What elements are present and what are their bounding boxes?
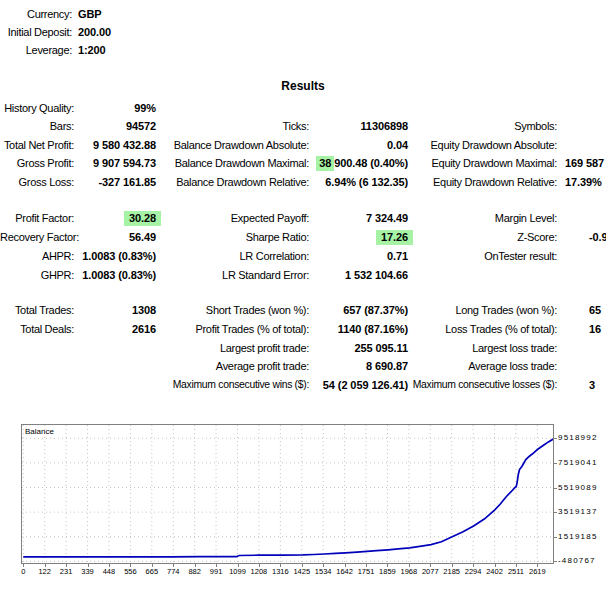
info-value: GBP	[78, 5, 102, 23]
y-axis-label: 7519041	[558, 458, 598, 467]
stat-label: Total Deals:	[0, 320, 74, 338]
x-tick	[216, 564, 217, 567]
x-tick	[88, 564, 89, 567]
y-axis-label: 5519089	[558, 483, 598, 492]
x-tick	[452, 564, 453, 567]
info-value: 1:200	[78, 41, 106, 59]
y-axis-label: -480767	[558, 556, 596, 565]
x-tick	[173, 564, 174, 567]
y-tick	[554, 561, 557, 562]
stat-label: Ticks:	[140, 117, 309, 135]
stat-label: GHPR:	[0, 266, 74, 284]
strategy-tester-report: Currency: GBP Initial Deposit: 200.00 Levera…	[0, 0, 606, 600]
x-tick	[66, 564, 67, 567]
info-label: Leverage:	[0, 41, 72, 59]
stat-label: Sharpe Ratio:	[140, 228, 309, 246]
stat-value: -0.9	[589, 228, 606, 246]
stat-label: History Quality:	[0, 99, 74, 117]
stat-label: Profit Factor:	[0, 209, 74, 227]
stat-label: Balance Drawdown Absolute:	[140, 136, 309, 154]
stat-value: 17.39%	[565, 173, 602, 191]
x-tick	[345, 564, 346, 567]
stat-label: Balance Drawdown Relative:	[140, 173, 309, 191]
stat-label: Equity Drawdown Relative:	[390, 173, 557, 191]
info-label: Initial Deposit:	[0, 23, 72, 41]
stat-label: Z-Score:	[390, 228, 557, 246]
y-tick	[554, 537, 557, 538]
stat-value: 3	[589, 376, 595, 394]
stat-label: Symbols:	[390, 117, 557, 135]
stat-label: Equity Drawdown Maximal:	[390, 154, 557, 172]
info-value: 200.00	[78, 23, 111, 41]
stat-label: Margin Level:	[390, 209, 557, 227]
x-tick	[495, 564, 496, 567]
stat-label: Total Trades:	[0, 301, 74, 319]
stat-value: 1 532 104.66	[300, 266, 408, 284]
stat-label: Maximum consecutive losses ($):	[390, 376, 557, 394]
stat-label: Long Trades (won %):	[390, 301, 557, 319]
x-tick	[537, 564, 538, 567]
stat-value: 65	[589, 301, 601, 319]
stat-label: Average profit trade:	[140, 357, 309, 375]
stat-label: Largest profit trade:	[140, 339, 309, 357]
stat-label: Maximum consecutive wins ($):	[140, 376, 309, 394]
x-tick	[259, 564, 260, 567]
x-tick	[152, 564, 153, 567]
stat-label: Gross Loss:	[0, 173, 74, 191]
stat-label: Expected Payoff:	[140, 209, 309, 227]
x-tick	[238, 564, 239, 567]
stat-label: LR Correlation:	[140, 247, 309, 265]
balance-chart: Balance	[21, 424, 554, 564]
info-label: Currency:	[0, 5, 72, 23]
stat-label: LR Standard Error:	[140, 266, 309, 284]
y-axis-label: 9518992	[558, 433, 598, 442]
x-tick	[387, 564, 388, 567]
x-tick	[473, 564, 474, 567]
x-tick	[280, 564, 281, 567]
stat-label: Equity Drawdown Absolute:	[390, 136, 557, 154]
stat-label: Balance Drawdown Maximal:	[140, 154, 309, 172]
stat-value: 99%	[74, 99, 156, 117]
stat-label: Total Net Profit:	[0, 136, 74, 154]
x-tick	[409, 564, 410, 567]
x-tick	[109, 564, 110, 567]
x-tick	[323, 564, 324, 567]
stat-label: Largest loss trade:	[390, 339, 557, 357]
x-tick	[130, 564, 131, 567]
stat-label: Short Trades (won %):	[140, 301, 309, 319]
stat-label: Gross Profit:	[0, 154, 74, 172]
stat-value: 16	[589, 320, 601, 338]
x-tick	[366, 564, 367, 567]
y-tick	[554, 512, 557, 513]
stat-label: AHPR:	[0, 247, 74, 265]
y-tick	[554, 463, 557, 464]
chart-plot	[22, 425, 553, 563]
stat-label: OnTester result:	[390, 247, 557, 265]
y-tick	[554, 438, 557, 439]
stat-value: 169 587	[565, 154, 604, 172]
stat-label: Average loss trade:	[390, 357, 557, 375]
stat-label: Bars:	[0, 117, 74, 135]
x-tick	[23, 564, 24, 567]
stat-label: Recovery Factor:	[0, 228, 74, 246]
x-tick	[45, 564, 46, 567]
results-title: Results	[0, 79, 606, 93]
x-tick	[195, 564, 196, 567]
stat-label: Loss Trades (% of total):	[390, 320, 557, 338]
x-axis-label: 2619	[520, 567, 554, 576]
chart-title: Balance	[25, 427, 54, 436]
stat-label: Profit Trades (% of total):	[140, 320, 309, 338]
x-tick	[430, 564, 431, 567]
x-tick	[516, 564, 517, 567]
x-tick	[302, 564, 303, 567]
y-axis-label: 1519185	[558, 532, 598, 541]
y-axis-label: 3519137	[558, 507, 598, 516]
y-tick	[554, 488, 557, 489]
